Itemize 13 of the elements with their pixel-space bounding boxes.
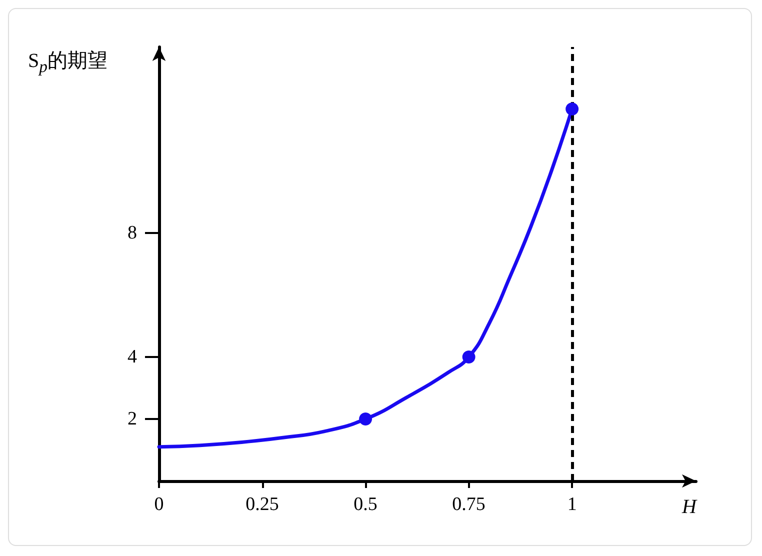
y-tick-label: 2 bbox=[128, 408, 137, 430]
x-axis-title: H bbox=[681, 496, 698, 518]
y-tick-label: 8 bbox=[128, 222, 137, 244]
x-tick-label: 0.75 bbox=[452, 494, 486, 515]
point bbox=[566, 102, 579, 116]
x-tick-label: 0 bbox=[154, 494, 164, 515]
point bbox=[462, 350, 476, 364]
y-axis-title: S$_{p}$的期望 bbox=[28, 49, 108, 77]
x-tick-label: 0.25 bbox=[246, 494, 279, 515]
x-tick-label: 1 bbox=[567, 494, 577, 515]
y-tick-label: 4 bbox=[128, 346, 138, 368]
point bbox=[359, 412, 372, 426]
x-tick-label: 0.5 bbox=[354, 494, 378, 515]
